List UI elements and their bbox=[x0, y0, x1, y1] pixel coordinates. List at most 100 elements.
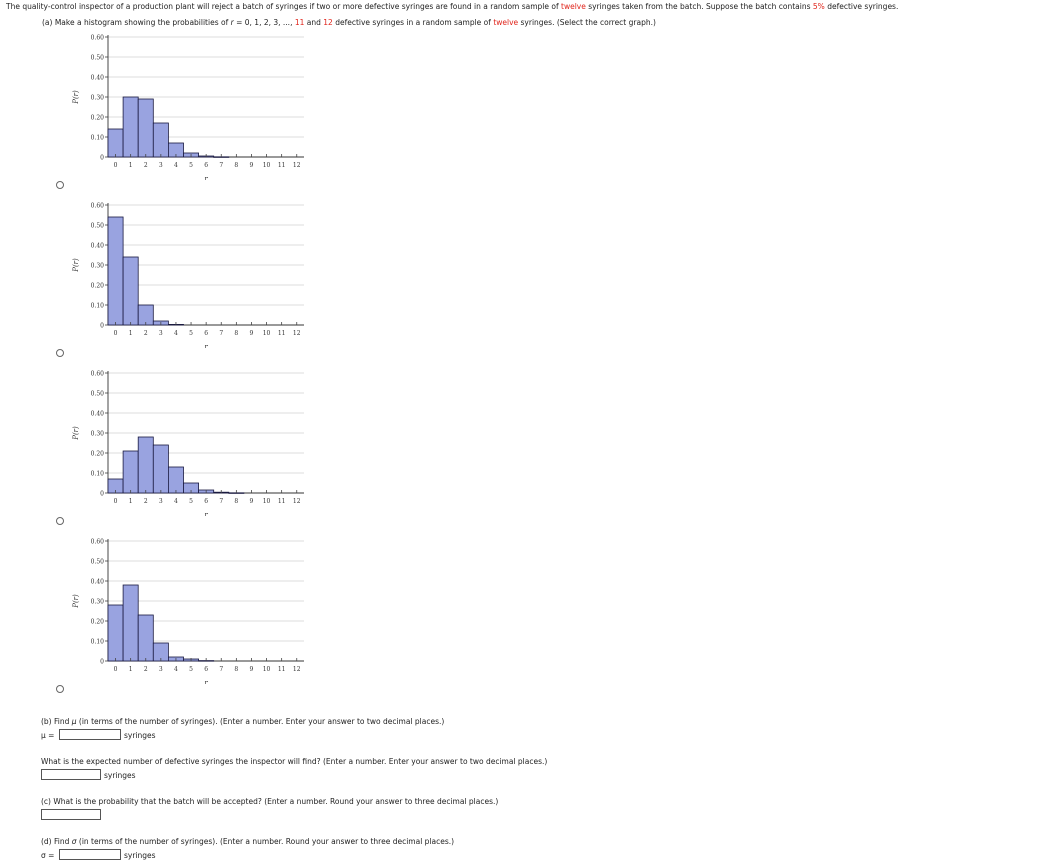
x-tick-label: 3 bbox=[159, 666, 163, 673]
x-tick-label: 12 bbox=[293, 666, 301, 673]
x-tick-label: 8 bbox=[234, 330, 238, 337]
y-tick-label: 0.10 bbox=[91, 135, 105, 142]
intro-text-3: defective syringes. bbox=[824, 2, 899, 11]
y-tick-label: 0.50 bbox=[91, 559, 105, 566]
histogram-bar bbox=[137, 98, 154, 158]
y-tick-label: 0.50 bbox=[91, 391, 105, 398]
problem-intro: The quality-control inspector of a produ… bbox=[6, 2, 898, 11]
x-tick-label: 7 bbox=[219, 162, 223, 169]
x-tick-label: 4 bbox=[174, 498, 178, 505]
x-tick-label: 1 bbox=[129, 498, 133, 505]
x-tick-label: 6 bbox=[204, 666, 208, 673]
y-tick-label: 0.40 bbox=[91, 243, 105, 250]
x-tick-label: 0 bbox=[114, 162, 118, 169]
histogram-bar bbox=[107, 604, 124, 662]
sigma-label: σ = bbox=[41, 851, 55, 860]
y-tick-label: 0.10 bbox=[91, 639, 105, 646]
part-c-question: (c) What is the probability that the bat… bbox=[41, 797, 499, 806]
mu-label: μ = bbox=[41, 731, 55, 740]
y-tick-label: 0.60 bbox=[91, 371, 105, 378]
part-a-highlight-11: 11 bbox=[294, 18, 305, 27]
x-tick-label: 10 bbox=[263, 162, 271, 169]
y-tick-label: 0.50 bbox=[91, 223, 105, 230]
part-a-text-1: (a) Make a histogram showing the probabi… bbox=[42, 18, 231, 27]
x-tick-label: 1 bbox=[129, 162, 133, 169]
part-b-question: (b) Find μ (in terms of the number of sy… bbox=[41, 717, 444, 726]
y-tick-label: 0 bbox=[100, 323, 104, 330]
x-tick-label: 4 bbox=[174, 330, 178, 337]
histogram-svg: 00.100.200.300.400.500.600 1 2 3 4 5 6 7 8 9 10 11 1… bbox=[72, 371, 304, 516]
x-tick-label: 11 bbox=[278, 498, 286, 505]
part-a-text-5: syringes. (Select the correct graph.) bbox=[518, 18, 656, 27]
y-tick-label: 0.60 bbox=[91, 203, 105, 210]
histogram-bar bbox=[122, 450, 139, 494]
part-a-text-3: and bbox=[304, 18, 324, 27]
histogram-bar bbox=[168, 466, 184, 494]
part-b-text-1: (b) Find bbox=[41, 717, 72, 726]
y-tick-label: 0.20 bbox=[91, 451, 105, 458]
option-2-radio[interactable] bbox=[56, 349, 64, 357]
option-1-radio[interactable] bbox=[56, 181, 64, 189]
y-axis-label: P(r) bbox=[72, 426, 80, 441]
histogram-bar bbox=[152, 122, 169, 158]
x-tick-label: 11 bbox=[278, 666, 286, 673]
x-tick-label: 10 bbox=[263, 666, 271, 673]
y-tick-label: 0.20 bbox=[91, 619, 105, 626]
x-tick-label: 6 bbox=[204, 498, 208, 505]
x-tick-label: 9 bbox=[250, 330, 254, 337]
y-tick-label: 0.50 bbox=[91, 55, 105, 62]
histogram-bar bbox=[152, 444, 169, 494]
mu-input[interactable] bbox=[59, 729, 121, 740]
x-tick-label: 9 bbox=[250, 162, 254, 169]
y-tick-label: 0.60 bbox=[91, 539, 105, 546]
expected-unit: syringes bbox=[104, 771, 136, 780]
part-d-text-2: (in terms of the number of syringes). (E… bbox=[76, 837, 455, 846]
x-tick-label: 0 bbox=[114, 666, 118, 673]
sample-size-highlight: twelve bbox=[561, 2, 586, 11]
x-tick-label: 5 bbox=[189, 162, 193, 169]
option-4-radio[interactable] bbox=[56, 685, 64, 693]
x-tick-label: 11 bbox=[278, 330, 286, 337]
histogram-bar bbox=[122, 584, 139, 662]
x-tick-label: 9 bbox=[250, 498, 254, 505]
x-tick-label: 3 bbox=[159, 330, 163, 337]
intro-text-2: syringes taken from the batch. Suppose t… bbox=[585, 2, 813, 11]
option-3-radio[interactable] bbox=[56, 517, 64, 525]
x-tick-label: 0 bbox=[114, 498, 118, 505]
histogram-option-3: 0 0.10 0.20 0.30 0.40 0.50 0.60 0 1 2 3 4 5 6 7 8 9 10 11 1… bbox=[66, 366, 316, 516]
defect-rate-highlight: 5% bbox=[812, 2, 825, 11]
y-tick-label: 0.20 bbox=[91, 283, 105, 290]
x-tick-label: 6 bbox=[204, 330, 208, 337]
x-tick-label: 3 bbox=[159, 498, 163, 505]
part-a-highlight-12: 12 bbox=[323, 18, 333, 27]
x-tick-label: 6 bbox=[204, 162, 208, 169]
x-tick-label: 5 bbox=[189, 330, 193, 337]
part-a-highlight-twelve: twelve bbox=[493, 18, 519, 27]
y-tick-label: 0 bbox=[100, 155, 104, 162]
histogram-option-2: 0 0.10 0.20 0.30 0.40 0.50 0.60 0 1 2 3 4 5 6 7 8 9 10 11 1… bbox=[66, 198, 316, 348]
histogram-option-1: 0 0.10 0.20 0.30 0.40 0.50 0.60 0 1 2 3 4 5 6 7 8 9 10 11 1… bbox=[66, 30, 316, 180]
y-tick-label: 0.10 bbox=[91, 303, 105, 310]
mu-symbol: μ bbox=[71, 717, 77, 726]
x-tick-label: 3 bbox=[159, 162, 163, 169]
x-tick-label: 8 bbox=[234, 666, 238, 673]
expected-input[interactable] bbox=[41, 769, 101, 780]
sigma-input[interactable] bbox=[59, 849, 121, 860]
x-tick-label: 8 bbox=[234, 162, 238, 169]
x-tick-label: 12 bbox=[293, 498, 301, 505]
probability-input[interactable] bbox=[41, 809, 101, 820]
x-tick-label: 0 bbox=[114, 330, 118, 337]
x-tick-label: 4 bbox=[174, 666, 178, 673]
histogram-bar bbox=[137, 436, 154, 494]
expected-question: What is the expected number of defective… bbox=[41, 757, 548, 766]
histogram-svg: 00.100.200.300.400.500.600 1 2 3 4 5 6 7 8 9 10 11 1… bbox=[72, 539, 304, 684]
x-axis-label: r bbox=[204, 679, 208, 684]
part-a-text-4: defective syringes in a random sample of bbox=[332, 18, 494, 27]
part-a-question: (a) Make a histogram showing the probabi… bbox=[42, 18, 656, 27]
x-axis-label: r bbox=[204, 343, 208, 348]
x-tick-label: 2 bbox=[144, 666, 148, 673]
x-tick-label: 2 bbox=[144, 498, 148, 505]
variable-r: r bbox=[230, 18, 234, 27]
y-tick-label: 0 bbox=[100, 491, 104, 498]
y-axis-label: P(r) bbox=[72, 90, 80, 105]
